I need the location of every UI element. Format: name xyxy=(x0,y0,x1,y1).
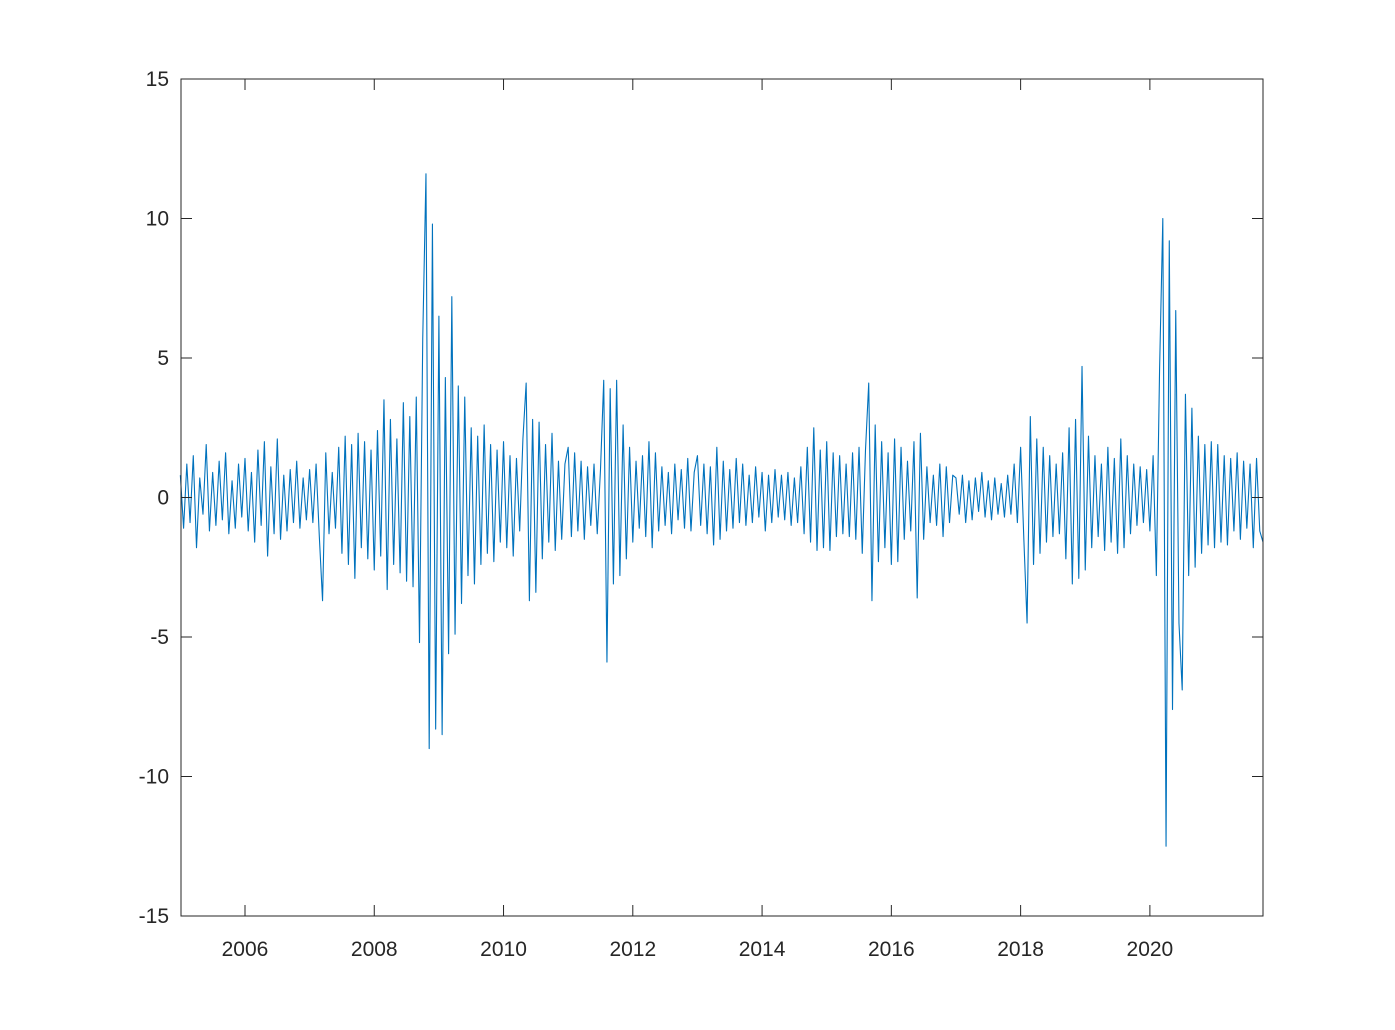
x-tick-label: 2006 xyxy=(222,938,269,961)
y-tick-label: 5 xyxy=(157,347,169,370)
y-tick-label: 10 xyxy=(146,208,169,231)
x-tick-label: 2016 xyxy=(868,938,915,961)
x-tick-label: 2020 xyxy=(1127,938,1174,961)
y-tick-label: 15 xyxy=(146,68,169,91)
y-tick-label: 0 xyxy=(157,487,169,510)
x-tick-label: 2014 xyxy=(739,938,786,961)
y-tick-label: -15 xyxy=(139,905,169,928)
y-tick-label: -10 xyxy=(139,766,169,789)
x-tick-label: 2010 xyxy=(480,938,527,961)
data-line xyxy=(179,173,1264,847)
x-tick-label: 2012 xyxy=(609,938,656,961)
x-tick-label: 2008 xyxy=(351,938,398,961)
y-tick-label: -5 xyxy=(150,626,169,649)
x-tick-label: 2018 xyxy=(997,938,1044,961)
